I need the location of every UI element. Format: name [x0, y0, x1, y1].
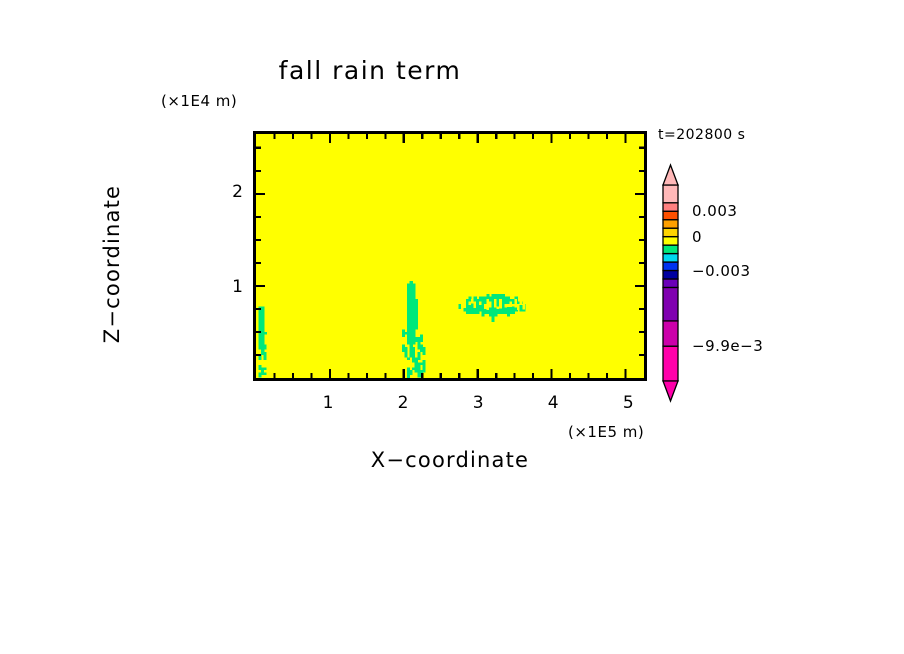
x-tick-label: 3	[472, 393, 484, 413]
colorbar-label: −9.9e−3	[692, 337, 764, 356]
colorbar-label: 0.003	[692, 202, 738, 221]
x-tick-label: 5	[622, 393, 634, 413]
y-axis-unit-label: (×1E4 m)	[161, 92, 238, 110]
x-tick-label: 1	[322, 393, 334, 413]
plot-canvas	[256, 134, 644, 378]
colorbar	[659, 163, 683, 403]
y-tick-label: 1	[232, 276, 243, 297]
colorbar-swatches	[662, 163, 679, 403]
plot-area	[253, 131, 647, 381]
y-tick-label: 2	[232, 182, 243, 203]
y-axis-title: Z−coordinate	[100, 184, 124, 344]
colorbar-label: −0.003	[692, 261, 751, 280]
time-stamp-label: t=202800 s	[658, 127, 746, 143]
x-tick-label: 2	[397, 393, 409, 413]
x-axis-unit-label: (×1E5 m)	[568, 423, 645, 441]
x-tick-label: 4	[547, 393, 559, 413]
page-title: fall rain term	[278, 56, 462, 85]
x-axis-title: X−coordinate	[370, 448, 530, 472]
colorbar-label: 0	[692, 227, 703, 246]
